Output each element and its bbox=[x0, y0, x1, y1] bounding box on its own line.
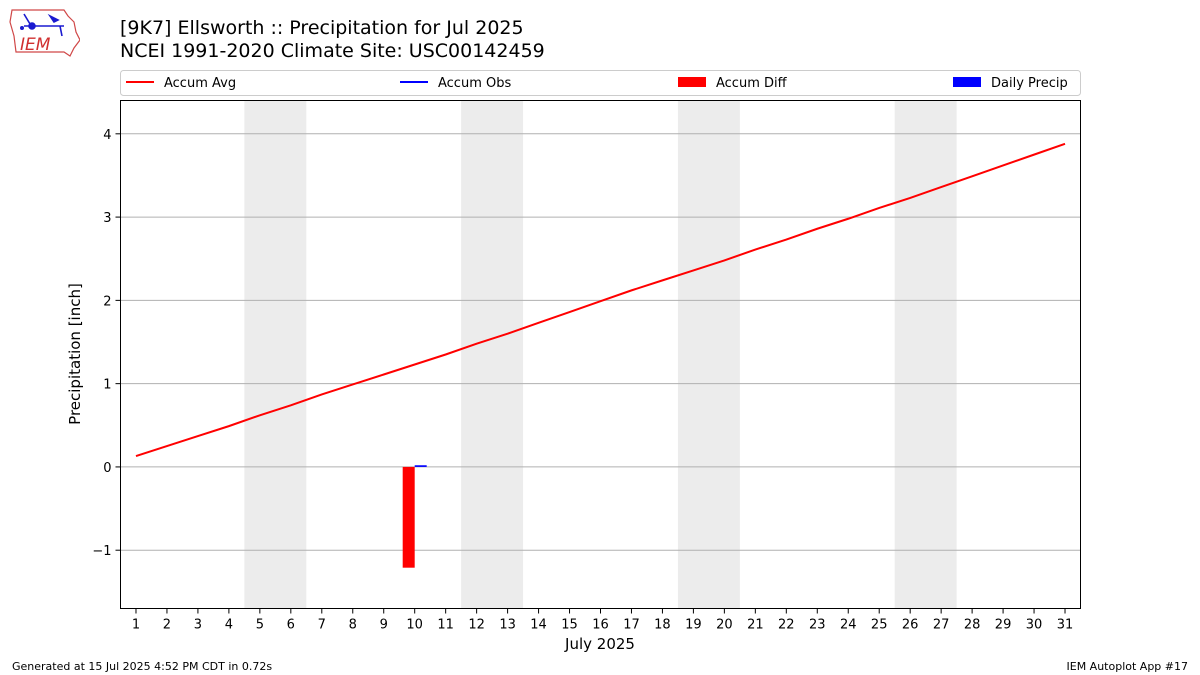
x-tick-label: 3 bbox=[194, 618, 202, 633]
x-axis-label: July 2025 bbox=[564, 635, 635, 653]
x-tick-label: 21 bbox=[747, 618, 764, 633]
x-tick-label: 20 bbox=[716, 618, 733, 633]
weekend-band bbox=[677, 100, 740, 609]
accum-avg-line bbox=[135, 142, 1066, 458]
y-tick-label: 1 bbox=[103, 378, 111, 393]
x-tick-label: 15 bbox=[561, 618, 578, 633]
x-tick-label: 30 bbox=[1026, 618, 1043, 633]
chart-subtitle: NCEI 1991-2020 Climate Site: USC00142459 bbox=[120, 40, 545, 62]
x-tick-label: 12 bbox=[468, 618, 485, 633]
x-tick-label: 22 bbox=[778, 618, 795, 633]
legend-swatch-accum-diff bbox=[678, 77, 706, 87]
weekend-band bbox=[244, 100, 307, 609]
x-tick-label: 31 bbox=[1057, 618, 1074, 633]
daily-precip-bar bbox=[414, 465, 427, 467]
legend-label-accum-diff: Accum Diff bbox=[716, 76, 788, 91]
weekend-band bbox=[894, 100, 957, 609]
app-label: IEM Autoplot App #17 bbox=[1066, 660, 1189, 673]
x-tick-label: 9 bbox=[380, 618, 388, 633]
x-tick-label: 14 bbox=[530, 618, 547, 633]
x-tick-label: 5 bbox=[256, 618, 264, 633]
legend: Accum Avg Accum Obs Accum Diff Daily Precip bbox=[120, 70, 1081, 96]
x-tick-label: 27 bbox=[933, 618, 950, 633]
line-series bbox=[135, 142, 1066, 458]
x-tick-label: 8 bbox=[349, 618, 357, 633]
x-tick-label: 10 bbox=[406, 618, 423, 633]
weekend-band bbox=[461, 100, 524, 609]
accum-diff-bar bbox=[402, 466, 415, 568]
x-tick-label: 23 bbox=[809, 618, 826, 633]
x-tick-label: 4 bbox=[225, 618, 233, 633]
x-tick-label: 2 bbox=[163, 618, 171, 633]
y-tick-label: −1 bbox=[92, 544, 111, 559]
x-tick-label: 13 bbox=[499, 618, 516, 633]
x-tick-label: 26 bbox=[902, 618, 919, 633]
y-tick-label: 3 bbox=[103, 211, 111, 226]
x-tick-label: 16 bbox=[592, 618, 609, 633]
legend-label-accum-avg: Accum Avg bbox=[164, 76, 236, 91]
x-tick-label: 29 bbox=[995, 618, 1012, 633]
x-tick-label: 19 bbox=[685, 618, 702, 633]
iem-logo: IEM bbox=[9, 9, 80, 57]
x-tick-label: 11 bbox=[437, 618, 454, 633]
chart-title: [9K7] Ellsworth :: Precipitation for Jul… bbox=[120, 17, 524, 39]
iowa-state-outline-icon bbox=[9, 9, 80, 57]
bar-series bbox=[402, 465, 427, 568]
weekend-bands bbox=[244, 100, 957, 609]
y-tick-label: 0 bbox=[103, 461, 111, 476]
x-tick-label: 1 bbox=[132, 618, 140, 633]
x-axis-ticks: 1 2 3 4 5 6 7 8 9 10 11 12 13 14 15 16 17 18 19 20 21 22 23 24 2… bbox=[132, 608, 1074, 633]
legend-swatch-daily-precip bbox=[953, 77, 981, 87]
y-axis-label: Precipitation [inch] bbox=[66, 283, 84, 425]
generated-timestamp: Generated at 15 Jul 2025 4:52 PM CDT in … bbox=[12, 660, 273, 673]
x-tick-label: 7 bbox=[318, 618, 326, 633]
legend-box bbox=[120, 70, 1081, 96]
y-tick-label: 4 bbox=[103, 128, 111, 143]
x-tick-label: 6 bbox=[287, 618, 295, 633]
x-tick-label: 28 bbox=[964, 618, 981, 633]
weather-station-icon bbox=[20, 13, 64, 37]
x-tick-label: 25 bbox=[871, 618, 888, 633]
x-tick-label: 18 bbox=[654, 618, 671, 633]
y-axis-ticks: −1 0 1 2 3 4 bbox=[92, 128, 121, 559]
logo-text: IEM bbox=[20, 35, 51, 55]
y-tick-label: 2 bbox=[103, 294, 111, 309]
legend-label-accum-obs: Accum Obs bbox=[438, 76, 511, 91]
x-tick-label: 17 bbox=[623, 618, 640, 633]
x-tick-label: 24 bbox=[840, 618, 857, 633]
legend-label-daily-precip: Daily Precip bbox=[991, 76, 1068, 91]
